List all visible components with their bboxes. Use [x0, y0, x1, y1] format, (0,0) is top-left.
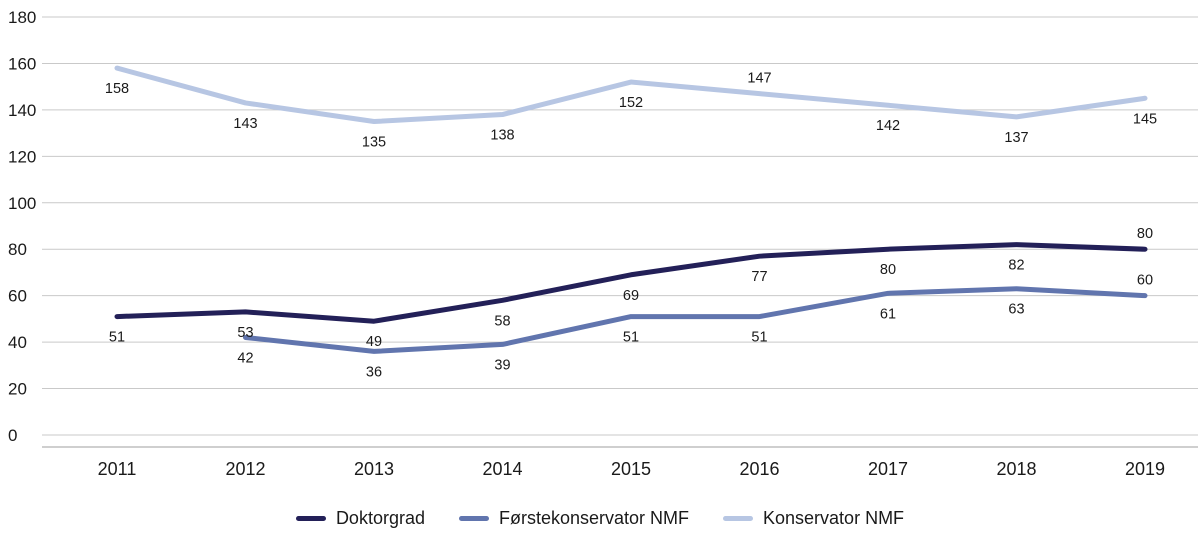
- y-axis-tick-label: 0: [8, 426, 17, 445]
- data-point-label: 145: [1133, 111, 1157, 127]
- data-point-label: 61: [880, 306, 896, 322]
- x-axis-tick-label: 2017: [868, 459, 908, 479]
- series-line-førstekonservator-nmf: [243, 286, 1148, 354]
- y-axis-tick-label: 80: [8, 240, 27, 259]
- data-point-label: 152: [619, 95, 643, 111]
- x-axis-tick-label: 2016: [739, 459, 779, 479]
- y-axis-tick-label: 40: [8, 333, 27, 352]
- x-axis-tick-label: 2019: [1125, 459, 1165, 479]
- y-axis-tick-label: 140: [8, 101, 36, 120]
- y-axis-tick-label: 160: [8, 54, 36, 73]
- data-point-label: 63: [1008, 302, 1024, 318]
- legend-item-konservator-nmf: Konservator NMF: [723, 508, 904, 529]
- x-axis-tick-label: 2013: [354, 459, 394, 479]
- chart-plot-area: 0 20 40 60 80 100 120 140 160 180 2011 2012 2013 2014…: [8, 8, 1198, 479]
- legend-label: Doktorgrad: [335, 508, 425, 528]
- y-axis-tick-label: 60: [8, 287, 27, 306]
- data-point-label: 51: [751, 330, 767, 346]
- data-point-label: 53: [237, 325, 253, 341]
- y-axis-tick-label: 180: [8, 8, 36, 27]
- data-point-label: 142: [876, 118, 900, 134]
- data-point-label: 69: [623, 288, 639, 304]
- series-line-konservator-nmf: [114, 65, 1148, 124]
- legend-item-doktorgrad: Doktorgrad: [295, 508, 425, 529]
- data-point-label: 143: [233, 116, 257, 132]
- data-point-label: 80: [880, 262, 896, 278]
- data-point-label: 51: [109, 330, 125, 346]
- data-point-label: 137: [1004, 130, 1028, 146]
- data-point-label: 135: [362, 135, 386, 151]
- data-point-label: 58: [494, 313, 510, 329]
- data-point-label: 36: [366, 364, 382, 380]
- data-point-label: 80: [1137, 226, 1153, 242]
- chart-legend: Doktorgrad Førstekonservator NMF Konservat…: [0, 508, 1200, 529]
- legend-swatch: [723, 516, 754, 521]
- x-axis-tick-label: 2012: [225, 459, 265, 479]
- legend-swatch: [458, 516, 489, 521]
- x-axis-tick-label: 2014: [482, 459, 522, 479]
- data-point-label: 158: [105, 81, 129, 97]
- legend-swatch: [295, 516, 326, 521]
- y-axis-tick-label: 120: [8, 147, 36, 166]
- data-point-label: 42: [237, 350, 253, 366]
- legend-item-førstekonservator-nmf: Førstekonservator NMF: [458, 508, 690, 529]
- data-point-label: 60: [1137, 273, 1153, 289]
- data-point-label: 39: [494, 357, 510, 373]
- data-point-label: 138: [490, 128, 514, 144]
- legend-label: Konservator NMF: [763, 508, 905, 528]
- legend-label: Førstekonservator NMF: [498, 508, 690, 528]
- data-point-label: 147: [747, 71, 771, 87]
- data-point-label: 77: [751, 269, 767, 285]
- data-point-label: 82: [1008, 258, 1024, 274]
- y-axis-tick-label: 20: [8, 380, 27, 399]
- x-axis-tick-label: 2018: [996, 459, 1036, 479]
- series-line-doktorgrad: [114, 242, 1148, 324]
- data-point-label: 49: [366, 334, 382, 350]
- data-point-label: 51: [623, 330, 639, 346]
- y-axis-tick-label: 100: [8, 194, 36, 213]
- x-axis-tick-label: 2015: [611, 459, 651, 479]
- x-axis-tick-label: 2011: [98, 459, 137, 479]
